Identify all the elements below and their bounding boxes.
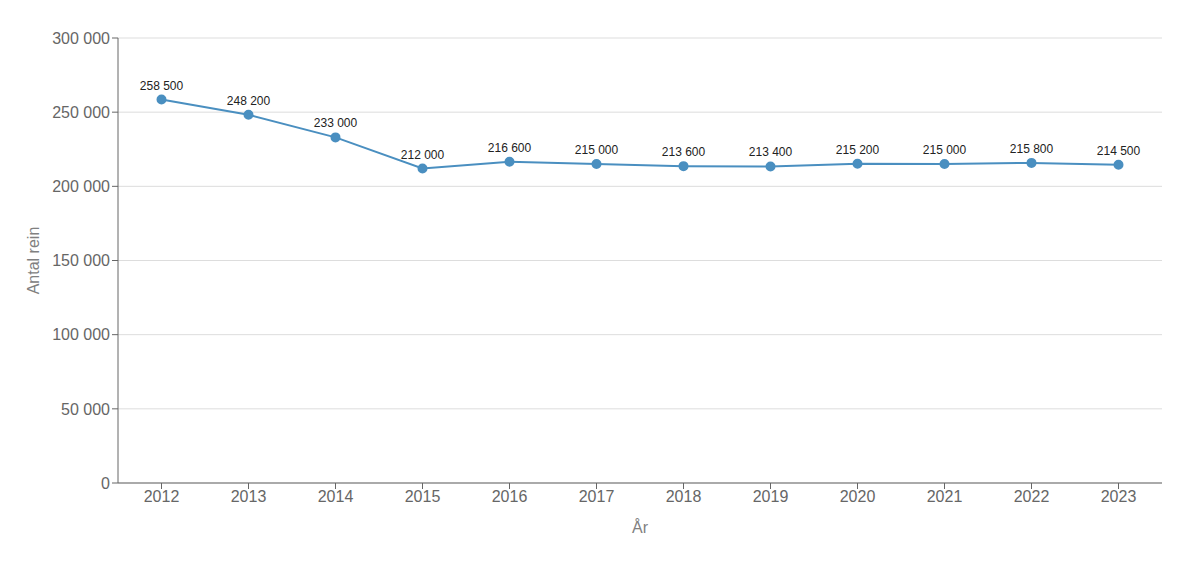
svg-text:2015: 2015 — [405, 488, 441, 505]
svg-text:258 500: 258 500 — [140, 79, 184, 93]
svg-text:213 400: 213 400 — [749, 145, 793, 159]
svg-text:2018: 2018 — [666, 488, 702, 505]
svg-text:215 200: 215 200 — [836, 143, 880, 157]
svg-text:212 000: 212 000 — [401, 148, 445, 162]
svg-text:År: År — [632, 518, 649, 536]
svg-text:200 000: 200 000 — [52, 178, 110, 195]
svg-text:2019: 2019 — [753, 488, 789, 505]
svg-text:2020: 2020 — [840, 488, 876, 505]
svg-text:2023: 2023 — [1101, 488, 1137, 505]
svg-text:214 500: 214 500 — [1097, 144, 1141, 158]
svg-text:0: 0 — [101, 475, 110, 492]
svg-text:2012: 2012 — [144, 488, 180, 505]
svg-text:215 800: 215 800 — [1010, 142, 1054, 156]
svg-text:50 000: 50 000 — [61, 401, 110, 418]
svg-text:2017: 2017 — [579, 488, 615, 505]
svg-text:248 200: 248 200 — [227, 94, 271, 108]
svg-text:2022: 2022 — [1014, 488, 1050, 505]
svg-text:213 600: 213 600 — [662, 145, 706, 159]
svg-text:2021: 2021 — [927, 488, 963, 505]
svg-text:233 000: 233 000 — [314, 116, 358, 130]
svg-text:300 000: 300 000 — [52, 30, 110, 47]
svg-text:100 000: 100 000 — [52, 326, 110, 343]
svg-text:2013: 2013 — [231, 488, 267, 505]
svg-text:Antal rein: Antal rein — [25, 227, 42, 295]
svg-text:250 000: 250 000 — [52, 104, 110, 121]
svg-text:2016: 2016 — [492, 488, 528, 505]
svg-text:2014: 2014 — [318, 488, 354, 505]
svg-text:215 000: 215 000 — [923, 143, 967, 157]
svg-text:215 000: 215 000 — [575, 143, 619, 157]
svg-text:150 000: 150 000 — [52, 252, 110, 269]
svg-text:216 600: 216 600 — [488, 141, 532, 155]
